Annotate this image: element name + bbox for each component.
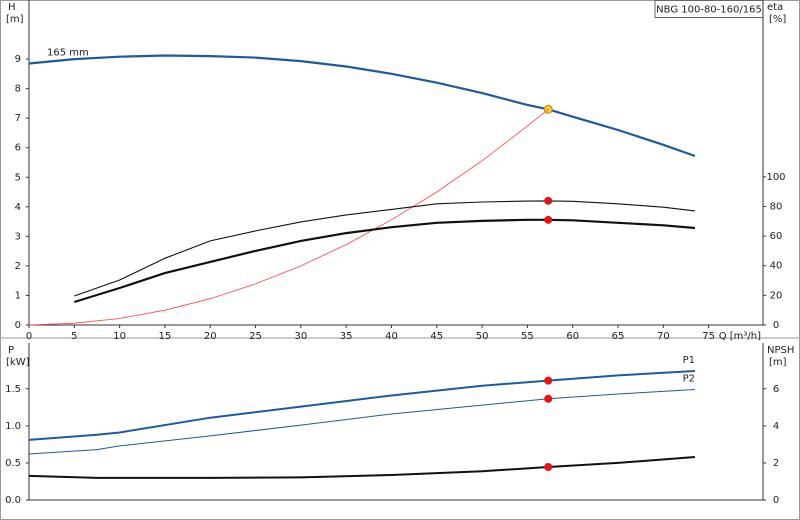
y2-axis-label: NPSH bbox=[767, 345, 794, 356]
operating-point bbox=[543, 104, 553, 114]
y-tick-label: 6 bbox=[15, 143, 21, 154]
series-label: P1 bbox=[683, 355, 695, 366]
series-line bbox=[73, 218, 696, 304]
series-line bbox=[28, 54, 696, 158]
y-tick-label: 4 bbox=[15, 202, 21, 213]
y2-tick-label: 80 bbox=[770, 201, 783, 212]
operating-point bbox=[544, 463, 553, 472]
y-tick-label: 2 bbox=[15, 261, 21, 272]
x-tick-label: 55 bbox=[521, 331, 534, 342]
series-line bbox=[28, 456, 696, 479]
x-tick-label: 25 bbox=[249, 331, 262, 342]
x-tick-label: 50 bbox=[476, 331, 489, 342]
x-tick-label: 75 bbox=[702, 331, 715, 342]
y2-axis-unit: [m] bbox=[769, 357, 787, 368]
y2-tick-label: 6 bbox=[773, 384, 779, 395]
y-tick-label: 1 bbox=[15, 290, 21, 301]
y-axis-label: H bbox=[8, 2, 16, 13]
operating-point bbox=[544, 394, 553, 403]
x-tick-label: 35 bbox=[340, 331, 353, 342]
y-tick-label: 3 bbox=[15, 231, 21, 242]
operating-point bbox=[544, 196, 553, 205]
y2-tick-label: 2 bbox=[773, 458, 779, 469]
x-tick-label: 30 bbox=[294, 331, 307, 342]
operating-point bbox=[544, 376, 553, 385]
x-tick-label: 65 bbox=[612, 331, 625, 342]
y-axis-label: P bbox=[8, 345, 14, 356]
y-tick-label: 1.0 bbox=[5, 421, 21, 432]
series-label: 165 mm bbox=[47, 48, 89, 59]
y2-tick-label: 0 bbox=[773, 320, 779, 331]
y-axis-unit: [m] bbox=[6, 14, 24, 25]
x-tick-label: 0 bbox=[26, 331, 32, 342]
x-axis-label: Q [m³/h] bbox=[719, 331, 761, 342]
y-axis-unit: [kW] bbox=[6, 357, 30, 368]
series-line bbox=[28, 370, 696, 441]
y-tick-label: 7 bbox=[15, 113, 21, 124]
x-tick-label: 45 bbox=[430, 331, 443, 342]
y2-axis-unit: [%] bbox=[769, 14, 786, 25]
y-tick-label: 9 bbox=[15, 54, 21, 65]
chart-title: NBG 100-80-160/165 bbox=[656, 5, 762, 16]
x-tick-label: 15 bbox=[159, 331, 172, 342]
series-line bbox=[28, 389, 696, 455]
x-tick-label: 60 bbox=[566, 331, 579, 342]
y-tick-label: 0.0 bbox=[5, 495, 21, 506]
x-tick-label: 70 bbox=[657, 331, 670, 342]
y2-tick-label: 20 bbox=[770, 290, 783, 301]
series-line bbox=[28, 108, 549, 326]
y2-tick-label: 100 bbox=[766, 172, 785, 183]
y2-tick-label: 0 bbox=[773, 495, 779, 506]
x-tick-label: 40 bbox=[385, 331, 398, 342]
series-line bbox=[74, 200, 696, 297]
x-tick-label: 10 bbox=[113, 331, 126, 342]
y-tick-label: 8 bbox=[15, 84, 21, 95]
y2-tick-label: 40 bbox=[770, 261, 783, 272]
y-tick-label: 1.5 bbox=[5, 384, 21, 395]
y-tick-label: 0 bbox=[15, 320, 21, 331]
x-tick-label: 5 bbox=[71, 331, 77, 342]
operating-point bbox=[544, 215, 553, 224]
y2-axis-label: eta bbox=[767, 2, 783, 13]
y2-tick-label: 60 bbox=[770, 231, 783, 242]
series-label: P2 bbox=[683, 374, 695, 385]
y2-tick-label: 4 bbox=[773, 421, 779, 432]
y-tick-label: 0.5 bbox=[5, 458, 21, 469]
y-tick-label: 5 bbox=[15, 172, 21, 183]
x-tick-label: 20 bbox=[204, 331, 217, 342]
